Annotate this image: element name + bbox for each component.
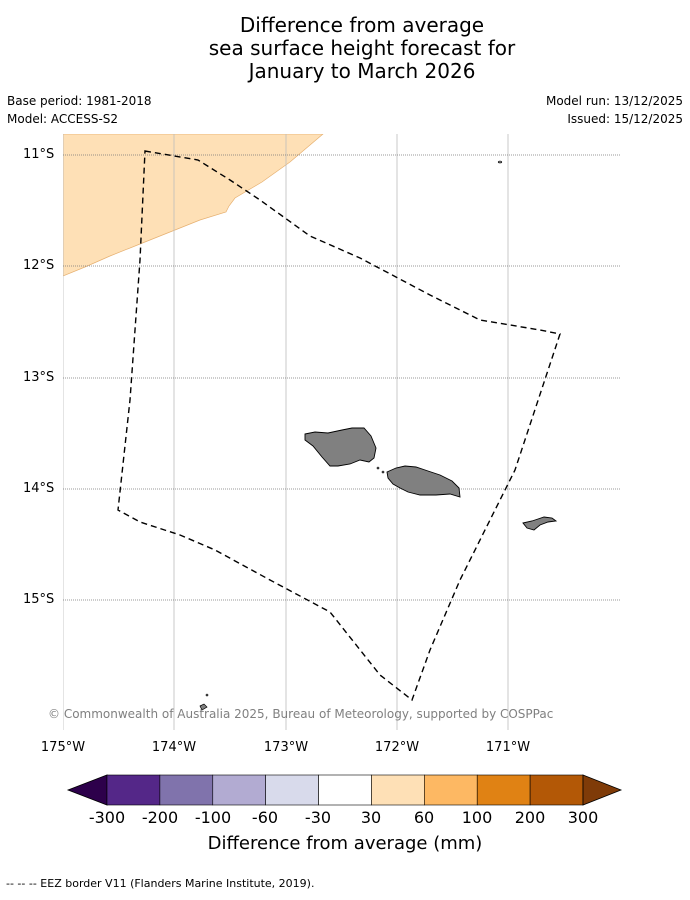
- anomaly-shaded-region: [63, 134, 324, 277]
- colorbar-tick-label: 100: [461, 808, 493, 827]
- model-name: Model: ACCESS-S2: [7, 112, 119, 126]
- chart-title: Difference from average sea surface heig…: [0, 14, 690, 83]
- colorbar-swatch: [424, 774, 478, 806]
- island-savaii: [304, 427, 377, 467]
- copyright-notice: © Commonwealth of Australia 2025, Bureau…: [48, 707, 554, 721]
- colorbar-tick-label: 30: [360, 808, 382, 827]
- lon-label-173w: 173°W: [263, 740, 309, 755]
- lat-label-13s: 13°S: [23, 370, 55, 385]
- islet-north: [497, 160, 503, 164]
- colorbar-swatch: [106, 774, 161, 806]
- colorbar-tick-label: -100: [194, 808, 232, 827]
- colorbar-tick-label: -30: [304, 808, 332, 827]
- colorbar-swatch: [212, 774, 266, 806]
- lon-label-171w: 171°W: [485, 740, 531, 755]
- lon-label-175w: 175°W: [40, 740, 86, 755]
- islet-southwest-2: [205, 693, 209, 697]
- model-run: Model run: 13/12/2025: [545, 94, 683, 108]
- colorbar-swatch: [265, 774, 319, 806]
- colorbar-title: Difference from average (mm): [207, 833, 483, 854]
- colorbar-tick-label: 300: [567, 808, 599, 827]
- colorbar-swatch: [529, 774, 584, 806]
- title-line-2: sea surface height forecast for: [208, 36, 516, 60]
- colorbar-tick-label: 200: [514, 808, 546, 827]
- colorbar-swatch: [318, 774, 372, 806]
- colorbar-tick-label: -300: [88, 808, 126, 827]
- island-tutuila: [522, 516, 558, 531]
- colorbar-high-extend: [582, 774, 623, 806]
- colorbar-swatch: [476, 774, 531, 806]
- eez-footnote: -- -- -- EEZ border V11 (Flanders Marine…: [6, 877, 315, 890]
- colorbar-swatch: [371, 774, 425, 806]
- longitude-gridlines: [63, 134, 509, 730]
- latitude-gridlines: [63, 154, 620, 601]
- lon-label-172w: 172°W: [374, 740, 420, 755]
- lat-label-11s: 11°S: [23, 147, 55, 162]
- lat-label-14s: 14°S: [23, 481, 55, 496]
- issued-date: Issued: 15/12/2025: [567, 112, 683, 126]
- colorbar-low-extend: [66, 774, 108, 806]
- islet-southwest: [199, 703, 208, 711]
- base-period: Base period: 1981-2018: [7, 94, 152, 108]
- colorbar-tick-label: -60: [251, 808, 279, 827]
- lat-label-15s: 15°S: [23, 592, 55, 607]
- lat-label-12s: 12°S: [23, 258, 55, 273]
- lon-label-174w: 174°W: [151, 740, 197, 755]
- colorbar-swatch: [159, 774, 214, 806]
- island-upolu: [386, 465, 461, 498]
- islet-apolima: [376, 466, 380, 470]
- islet-manono: [381, 470, 385, 474]
- title-line-3: January to March 2026: [248, 59, 476, 83]
- colorbar-tick-label: 60: [413, 808, 435, 827]
- title-line-1: Difference from average: [239, 13, 485, 37]
- colorbar-tick-label: -200: [141, 808, 179, 827]
